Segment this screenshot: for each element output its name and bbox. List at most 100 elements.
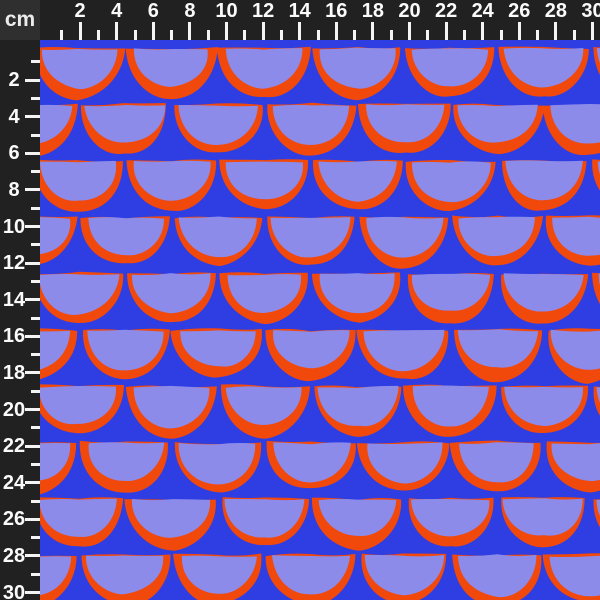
scallop-fill bbox=[505, 160, 583, 201]
ruler-tick bbox=[25, 334, 40, 338]
ruler-tick bbox=[25, 298, 40, 302]
scallop-fill bbox=[133, 160, 211, 201]
ruler-tick bbox=[170, 30, 174, 40]
scallop-fill bbox=[552, 216, 600, 256]
ruler-tick bbox=[31, 96, 40, 100]
ruler-tick bbox=[25, 444, 40, 448]
scallop-fill bbox=[88, 442, 165, 482]
scallop-fill bbox=[411, 161, 491, 203]
ruler-tick bbox=[25, 225, 40, 228]
scallop-fill bbox=[133, 385, 210, 429]
scallop-fill bbox=[40, 160, 117, 201]
ruler-tick bbox=[536, 30, 540, 40]
ruler-tick bbox=[31, 60, 40, 64]
scallop-fill bbox=[458, 554, 537, 598]
ruler-tick bbox=[316, 30, 320, 40]
scallop-fill bbox=[597, 161, 600, 175]
ruler-tick bbox=[481, 22, 485, 40]
scallop-fill bbox=[227, 274, 301, 314]
ruler-tick-label: 6 bbox=[147, 0, 159, 22]
scallop-fill bbox=[178, 105, 258, 145]
scallop-fill bbox=[40, 556, 72, 596]
fabric-pattern-svg bbox=[40, 40, 600, 600]
scallop-fill bbox=[551, 443, 600, 482]
ruler-tick bbox=[462, 30, 466, 40]
ruler-tick-label: 24 bbox=[2, 471, 26, 494]
ruler-tick bbox=[426, 30, 430, 40]
scallop-fill bbox=[457, 329, 539, 368]
scallop-fill bbox=[504, 386, 583, 426]
scallop-fill bbox=[319, 47, 396, 89]
ruler-tick bbox=[25, 517, 40, 521]
scallop-fill bbox=[458, 216, 535, 257]
ruler-tick-label: 14 bbox=[288, 0, 311, 22]
ruler-tick-label: 18 bbox=[2, 361, 26, 384]
scallop-fill bbox=[366, 216, 444, 258]
ruler-tick bbox=[554, 22, 558, 40]
scallop-fill bbox=[178, 216, 257, 258]
scallop-fill bbox=[87, 329, 164, 371]
ruler-tick bbox=[31, 243, 40, 247]
scallop-fill bbox=[596, 48, 600, 64]
ruler-tick-label: 22 bbox=[434, 0, 458, 22]
scallop-fill bbox=[131, 499, 211, 538]
scallop-fill bbox=[412, 385, 489, 427]
ruler-tick bbox=[31, 279, 40, 283]
scallop-fill bbox=[41, 48, 118, 90]
scallop-fill bbox=[503, 273, 584, 312]
scallop-fill bbox=[273, 330, 350, 369]
scallop-fill bbox=[40, 330, 71, 370]
ruler-tick bbox=[25, 78, 40, 82]
ruler-tick-label: 24 bbox=[471, 0, 494, 22]
scallop-fill bbox=[272, 104, 350, 145]
ruler-tick-label: 8 bbox=[8, 178, 20, 201]
ruler-tick bbox=[151, 22, 155, 40]
ruler-tick bbox=[60, 30, 64, 40]
scallop-fill bbox=[550, 104, 600, 144]
ruler-tick bbox=[298, 22, 302, 40]
scallop-fill bbox=[225, 386, 302, 425]
scallop-fill bbox=[181, 555, 257, 594]
ruler-tick bbox=[31, 170, 40, 174]
ruler-tick bbox=[572, 30, 576, 40]
ruler-tick-label: 2 bbox=[8, 69, 20, 92]
scallop-fill bbox=[84, 105, 166, 143]
ruler-tick-label: 10 bbox=[215, 0, 238, 22]
scallop-fill bbox=[503, 47, 584, 88]
ruler-tick bbox=[31, 572, 40, 576]
scallop-outline bbox=[592, 159, 600, 191]
ruler-tick-label: 22 bbox=[2, 435, 26, 458]
ruler-tick-label: 4 bbox=[8, 105, 20, 128]
scallop-fill bbox=[317, 385, 399, 427]
ruler-tick bbox=[188, 22, 192, 40]
scallop-fill bbox=[411, 48, 489, 87]
ruler-tick bbox=[334, 22, 338, 40]
scallop-fill bbox=[366, 104, 445, 143]
ruler-tick bbox=[96, 30, 100, 40]
scallop-fill bbox=[549, 555, 600, 597]
ruler-tick-label: 8 bbox=[184, 0, 196, 22]
scallop-fill bbox=[550, 329, 600, 370]
ruler-tick bbox=[25, 115, 40, 119]
ruler-tick bbox=[499, 30, 503, 40]
ruler-tick bbox=[115, 22, 119, 40]
ruler-tick bbox=[206, 30, 210, 40]
ruler-tick bbox=[31, 426, 40, 430]
ruler-tick-label: 26 bbox=[508, 0, 531, 22]
ruler-tick bbox=[408, 22, 411, 40]
ruler-tick bbox=[279, 30, 283, 40]
ruler-tick-label: 12 bbox=[2, 252, 26, 275]
scallop-outline bbox=[592, 272, 600, 305]
scallop-fill bbox=[318, 498, 397, 536]
ruler-tick bbox=[444, 22, 448, 40]
ruler-tick-label: 16 bbox=[325, 0, 348, 22]
scallop-fill bbox=[411, 499, 490, 537]
scallop-fill bbox=[180, 330, 256, 367]
scallop-fill bbox=[457, 104, 538, 143]
scallop-fill bbox=[411, 273, 491, 311]
ruler-tick bbox=[31, 499, 40, 503]
ruler-tick bbox=[25, 188, 40, 192]
scallop-fill bbox=[272, 555, 351, 595]
ruler-tick bbox=[31, 389, 40, 393]
scallop-fill bbox=[367, 442, 443, 484]
